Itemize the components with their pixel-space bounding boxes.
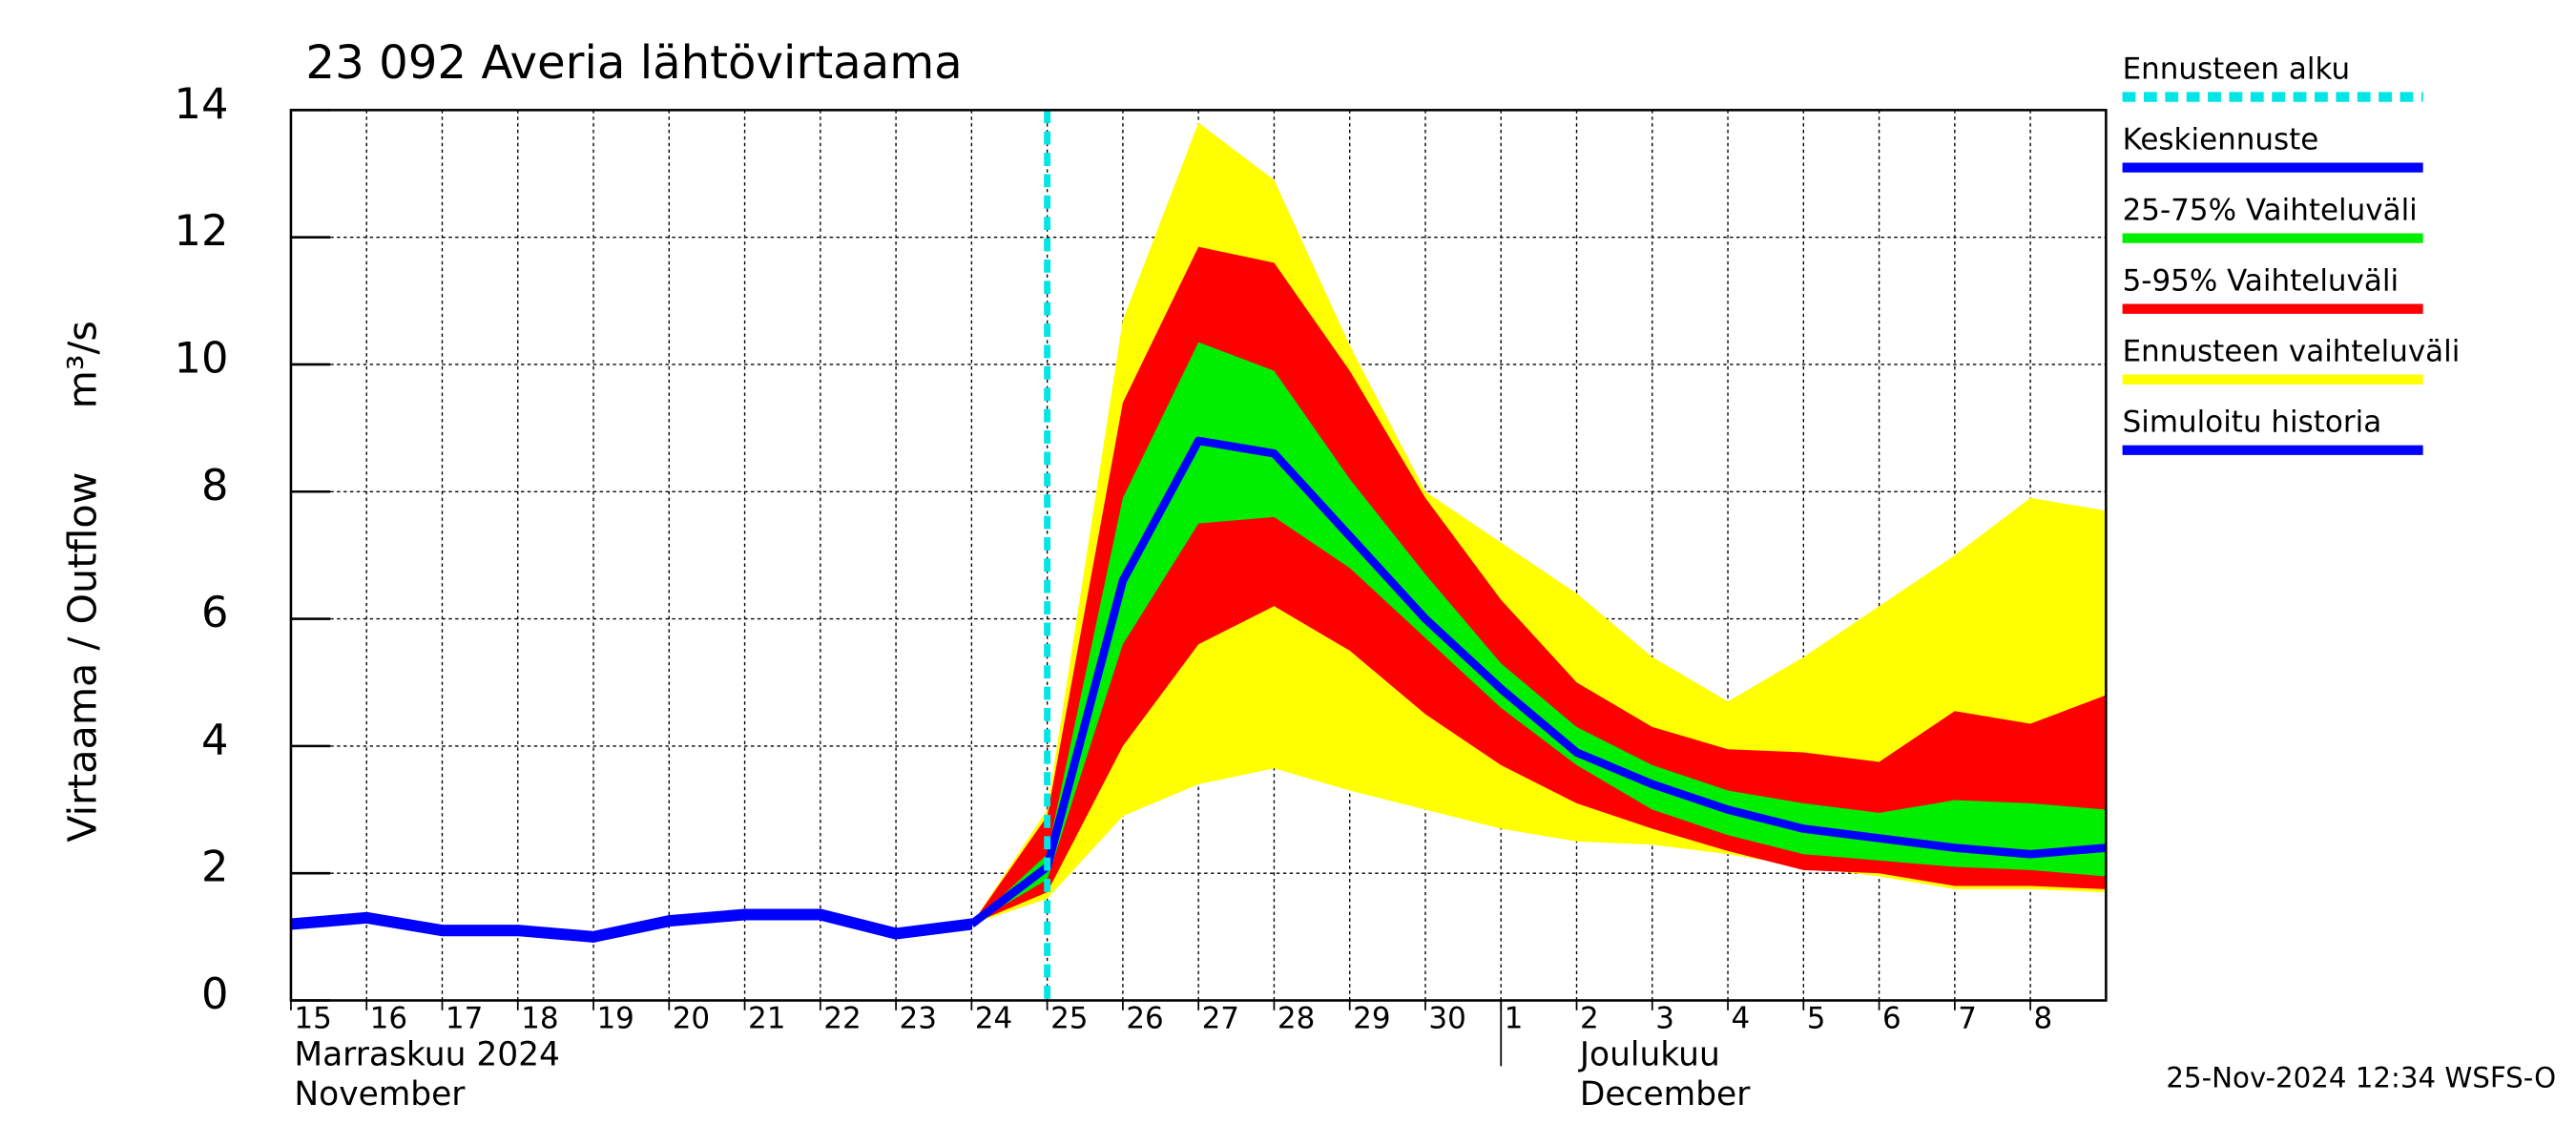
- plot-frame: [289, 109, 2108, 1002]
- x-tick-label: 27: [1202, 1002, 1239, 1036]
- x-tick-label: 19: [596, 1002, 634, 1036]
- x-tick-label: 29: [1353, 1002, 1390, 1036]
- legend-label: Keskiennuste: [2123, 123, 2319, 157]
- y-tick-label: 4: [201, 714, 228, 764]
- x-tick-label: 8: [2034, 1002, 2053, 1036]
- x-tick-label: 2: [1580, 1002, 1599, 1036]
- y-tick-label: 14: [175, 78, 229, 129]
- y-tick-label: 12: [175, 205, 229, 256]
- month-label-en: December: [1580, 1075, 1751, 1114]
- legend-label: 5-95% Vaihteluväli: [2123, 264, 2399, 299]
- legend-label: Simuloitu historia: [2123, 406, 2382, 440]
- line: [968, 436, 2107, 927]
- x-tick-label: 23: [900, 1002, 937, 1036]
- x-tick-label: 17: [446, 1002, 483, 1036]
- timestamp: 25-Nov-2024 12:34 WSFS-O: [2166, 1062, 2556, 1094]
- legend-label: Ennusteen alku: [2123, 52, 2351, 87]
- x-tick-label: 21: [748, 1002, 785, 1036]
- y-tick-label: 10: [175, 333, 229, 384]
- y-tick-label: 0: [201, 968, 228, 1019]
- y-axis-label: Virtaama / Outflow: [60, 472, 106, 843]
- x-tick-label: 20: [673, 1002, 710, 1036]
- x-tick-label: 18: [521, 1002, 558, 1036]
- x-tick-label: 24: [975, 1002, 1012, 1036]
- legend-label: Ennusteen vaihteluväli: [2123, 335, 2461, 369]
- month-label-en: November: [294, 1075, 466, 1114]
- month-label: Joulukuu: [1578, 1036, 1720, 1074]
- line: [290, 908, 973, 943]
- x-tick-label: 16: [370, 1002, 407, 1036]
- x-tick-label: 4: [1731, 1002, 1750, 1036]
- x-tick-label: 7: [1958, 1002, 1977, 1036]
- legend-label: 25-75% Vaihteluväli: [2123, 194, 2418, 228]
- x-tick-label: 25: [1050, 1002, 1088, 1036]
- x-tick-label: 26: [1126, 1002, 1163, 1036]
- band: [971, 342, 2107, 925]
- x-tick-label: 28: [1278, 1002, 1315, 1036]
- y-tick-label: 2: [201, 842, 228, 892]
- x-tick-label: 5: [1807, 1002, 1826, 1036]
- x-tick-label: 1: [1505, 1002, 1524, 1036]
- x-tick-label: 30: [1428, 1002, 1465, 1036]
- y-tick-label: 6: [201, 587, 228, 637]
- x-tick-label: 15: [294, 1002, 331, 1036]
- x-tick-label: 3: [1655, 1002, 1674, 1036]
- chart-title: 23 092 Averia lähtövirtaama: [305, 36, 962, 90]
- month-label: Marraskuu 2024: [294, 1036, 560, 1074]
- x-tick-label: 6: [1882, 1002, 1901, 1036]
- y-axis-unit: m³/s: [60, 321, 106, 408]
- y-tick-label: 8: [201, 460, 228, 510]
- x-tick-label: 22: [823, 1002, 861, 1036]
